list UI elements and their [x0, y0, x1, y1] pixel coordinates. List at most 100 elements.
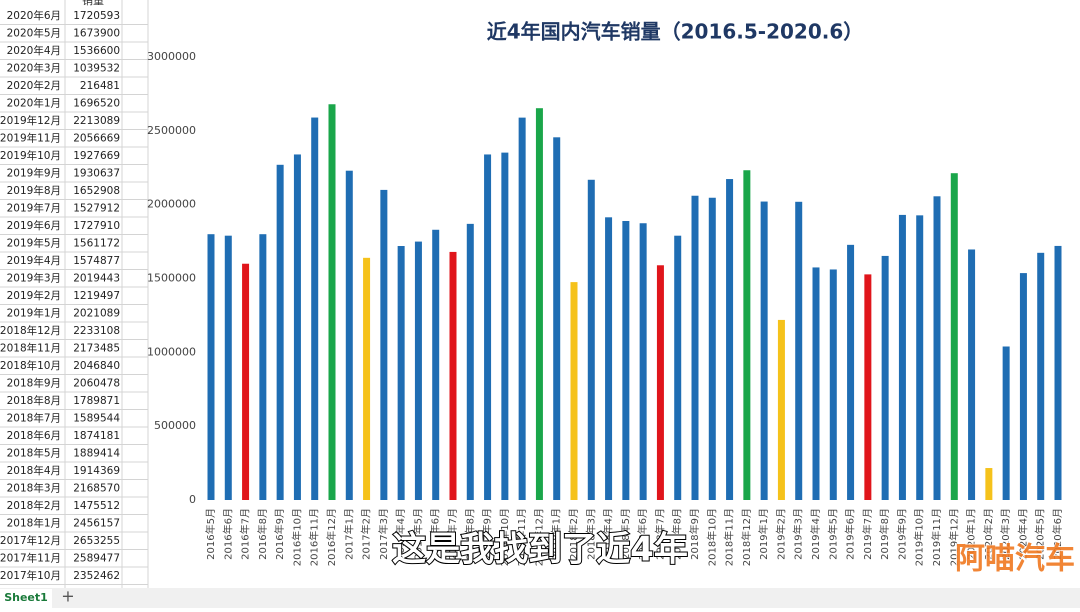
x-tick-label: 2017年10月: [498, 508, 511, 566]
bar: [449, 251, 457, 500]
row-label: 2018年12月: [0, 324, 61, 337]
y-tick-label: 1000000: [147, 345, 196, 358]
row-label: 2018年4月: [7, 464, 61, 477]
x-tick-label: 2016年5月: [204, 508, 217, 560]
bar: [622, 220, 630, 501]
bar: [224, 235, 232, 500]
bar: [363, 257, 371, 500]
x-tick-label: 2017年5月: [411, 508, 424, 560]
row-value: 1219497: [73, 290, 120, 302]
x-tick-label: 2019年7月: [861, 508, 874, 560]
row-value: 2168570: [73, 482, 120, 494]
row-value: 2019443: [73, 272, 120, 284]
add-sheet[interactable]: +: [61, 587, 74, 606]
bar: [397, 246, 405, 500]
bar: [553, 137, 561, 500]
row-value: 1475512: [73, 500, 120, 512]
row-value: 2046840: [73, 360, 120, 372]
row-label: 2019年1月: [7, 306, 61, 319]
x-tick-label: 2017年12月: [532, 508, 545, 566]
bar: [242, 263, 250, 500]
row-value: 1536600: [73, 45, 120, 57]
bar: [812, 267, 820, 500]
row-label: 2019年4月: [7, 254, 61, 267]
x-tick-label: 2016年12月: [325, 508, 338, 566]
row-label: 2018年9月: [7, 376, 61, 389]
row-value: 1930637: [73, 167, 120, 179]
x-tick-label: 2019年12月: [947, 508, 960, 566]
x-tick-label: 2017年6月: [429, 508, 442, 560]
row-value: 1652908: [73, 185, 120, 197]
x-tick-label: 2017年8月: [463, 508, 476, 560]
row-label: 2020年3月: [7, 61, 61, 74]
bar: [1002, 346, 1010, 500]
bar: [795, 201, 803, 500]
tab-bar: [0, 588, 1080, 608]
bar: [726, 179, 734, 501]
row-label: 2018年8月: [7, 394, 61, 407]
row-value: 1039532: [73, 62, 120, 74]
sheet-tab[interactable]: [0, 589, 52, 608]
x-tick-label: 2018年2月: [567, 508, 580, 560]
row-label: 2019年6月: [7, 219, 61, 232]
row-value: 2213089: [73, 115, 120, 127]
chart-title: 近4年国内汽车销量（2016.5-2020.6）: [487, 20, 864, 44]
row-label: 2018年2月: [7, 499, 61, 512]
x-tick-label: 2019年5月: [826, 508, 839, 560]
row-value: 2352462: [73, 570, 120, 582]
row-label: 2019年10月: [0, 149, 61, 162]
row-value: 1527912: [73, 202, 120, 214]
video-caption: 这是我找到了近4年: [392, 530, 688, 570]
row-value: 2653255: [73, 535, 120, 547]
bar: [311, 117, 319, 500]
row-label: 2018年3月: [7, 481, 61, 494]
bar: [207, 234, 215, 500]
x-tick-label: 2017年1月: [342, 508, 355, 560]
row-label: 2019年11月: [0, 131, 61, 144]
bar: [570, 282, 578, 500]
bar: [587, 179, 595, 501]
x-tick-label: 2020年2月: [982, 508, 995, 560]
x-tick-label: 2019年2月: [774, 508, 787, 560]
row-label: 2019年3月: [7, 271, 61, 284]
x-tick-label: 2017年9月: [481, 508, 494, 560]
row-label: 2018年11月: [0, 341, 61, 354]
bar: [605, 217, 613, 500]
bar: [708, 197, 716, 501]
x-tick-label: 2018年1月: [550, 508, 563, 560]
x-tick-label: 2019年3月: [792, 508, 805, 560]
bar: [1054, 245, 1062, 500]
row-label: 2018年5月: [7, 446, 61, 459]
bar: [466, 223, 474, 500]
bar: [276, 164, 284, 500]
bar: [1019, 273, 1027, 500]
x-tick-label: 2016年10月: [290, 508, 303, 566]
row-label: 2019年7月: [7, 201, 61, 214]
table-bg: [0, 0, 150, 588]
bar: [656, 265, 664, 500]
bar: [864, 274, 872, 500]
y-tick-label: 3000000: [147, 50, 196, 63]
bar: [950, 173, 958, 500]
row-label: 2018年7月: [7, 411, 61, 424]
x-tick-label: 2019年6月: [844, 508, 857, 560]
row-label: 2020年2月: [7, 79, 61, 92]
row-label: 2019年5月: [7, 236, 61, 249]
y-tick-label: 2000000: [147, 198, 196, 211]
bar: [743, 170, 751, 500]
sheet-tab-label[interactable]: Sheet1: [4, 591, 48, 604]
x-tick-label: 2018年3月: [584, 508, 597, 560]
x-tick-label: 2016年8月: [256, 508, 269, 560]
x-tick-label: 2018年12月: [740, 508, 753, 566]
bar: [916, 215, 924, 501]
x-tick-label: 2019年10月: [913, 508, 926, 566]
row-value: 1727910: [73, 220, 120, 232]
bar: [1037, 252, 1045, 500]
bar: [898, 214, 906, 500]
x-tick-label: 2019年9月: [895, 508, 908, 560]
row-label: 2018年1月: [7, 516, 61, 529]
row-label: 2017年10月: [0, 569, 61, 582]
row-value: 2233108: [73, 325, 120, 337]
